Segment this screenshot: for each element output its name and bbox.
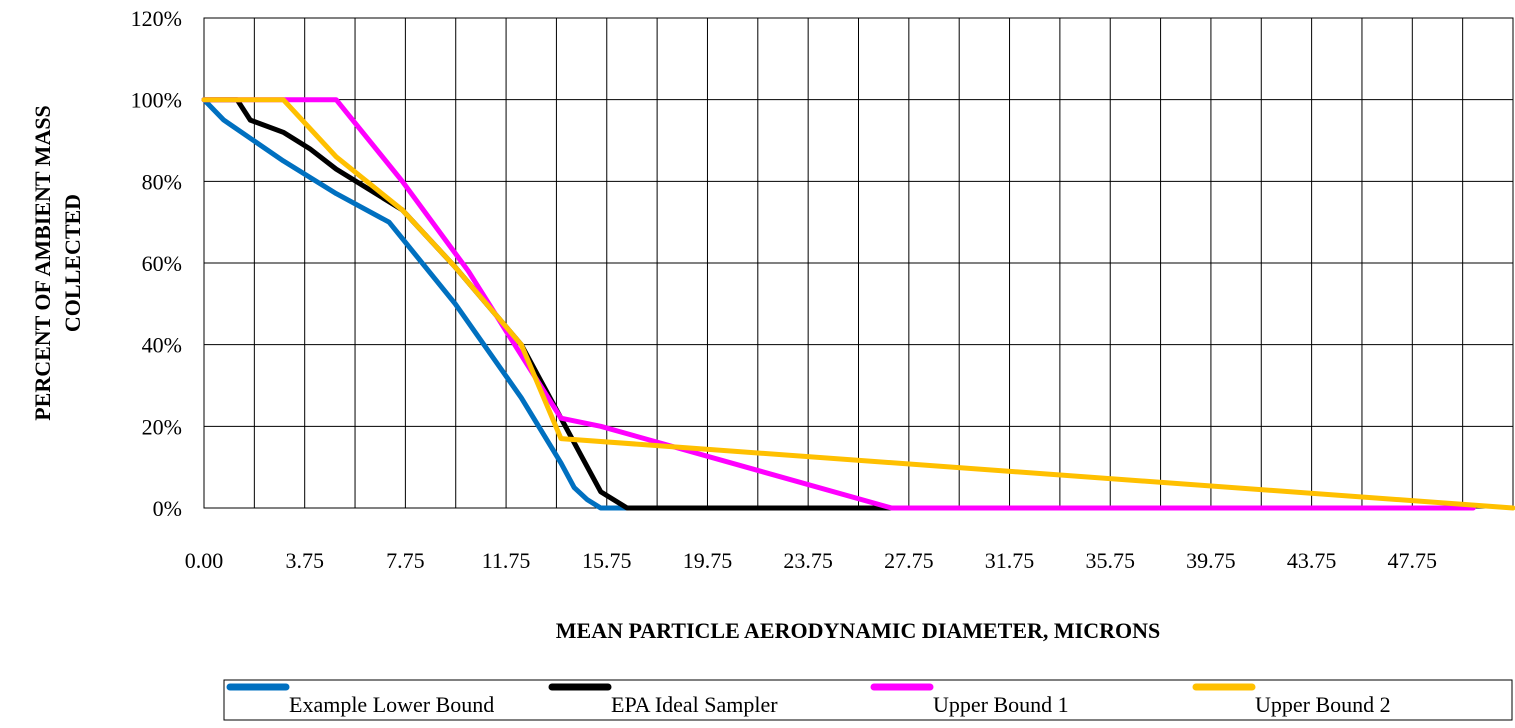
x-axis-title: MEAN PARTICLE AERODYNAMIC DIAMETER, MICR… bbox=[556, 618, 1160, 643]
x-tick-label: 3.75 bbox=[285, 548, 324, 573]
x-tick-label: 39.75 bbox=[1186, 548, 1236, 573]
x-tick-label: 43.75 bbox=[1287, 548, 1337, 573]
y-tick-label: 20% bbox=[142, 414, 182, 439]
x-tick-label: 11.75 bbox=[482, 548, 531, 573]
x-tick-label: 19.75 bbox=[683, 548, 733, 573]
y-axis-tick-labels: 0% 20% 40% 60% 80% 100% 120% bbox=[131, 6, 182, 521]
series-lines bbox=[201, 97, 1515, 511]
x-tick-label: 27.75 bbox=[884, 548, 934, 573]
legend: Example Lower Bound EPA Ideal Sampler Uppe… bbox=[223, 679, 1513, 721]
x-tick-label: 23.75 bbox=[783, 548, 833, 573]
legend-label: Example Lower Bound bbox=[289, 692, 494, 717]
x-axis-tick-labels: 0.00 3.75 7.75 11.75 15.75 19.75 23.75 27.75 31.… bbox=[185, 548, 1437, 573]
x-tick-label: 31.75 bbox=[985, 548, 1035, 573]
y-axis-title-line-2: COLLECTED bbox=[60, 194, 85, 332]
x-tick-label: 0.00 bbox=[185, 548, 224, 573]
series-line-4 bbox=[201, 97, 1515, 511]
y-tick-label: 80% bbox=[142, 169, 182, 194]
legend-label: Upper Bound 1 bbox=[933, 692, 1069, 717]
legend-items: Example Lower Bound EPA Ideal Sampler Uppe… bbox=[226, 683, 1391, 717]
series-line-1 bbox=[201, 97, 630, 511]
y-tick-label: 60% bbox=[142, 251, 182, 276]
y-tick-label: 40% bbox=[142, 333, 182, 358]
y-tick-label: 120% bbox=[131, 6, 182, 31]
x-tick-label: 7.75 bbox=[386, 548, 425, 573]
series-line-3 bbox=[201, 97, 1476, 511]
x-tick-label: 47.75 bbox=[1388, 548, 1438, 573]
y-axis-title-line-1: PERCENT OF AMBIENT MASS bbox=[30, 105, 55, 421]
y-tick-label: 0% bbox=[153, 496, 182, 521]
legend-label: Upper Bound 2 bbox=[1255, 692, 1391, 717]
y-axis-title: PERCENT OF AMBIENT MASS COLLECTED bbox=[30, 105, 85, 421]
y-tick-label: 100% bbox=[131, 88, 182, 113]
x-tick-label: 35.75 bbox=[1085, 548, 1135, 573]
x-tick-label: 15.75 bbox=[582, 548, 632, 573]
legend-label: EPA Ideal Sampler bbox=[611, 692, 778, 717]
legend-box bbox=[223, 679, 1513, 721]
